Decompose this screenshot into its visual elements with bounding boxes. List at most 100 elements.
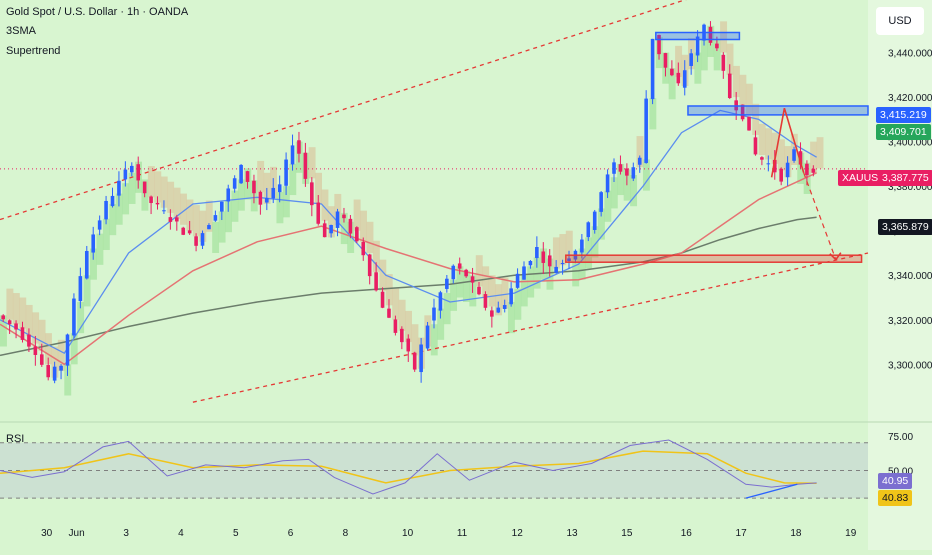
price-axis-tick: 3,400.000 xyxy=(888,138,932,149)
supertrend-down-band xyxy=(38,319,46,351)
candle-down xyxy=(374,272,378,291)
candle-up xyxy=(445,278,449,289)
candle-down xyxy=(380,291,385,308)
candle-up xyxy=(419,344,423,373)
supertrend-down-band xyxy=(636,136,644,168)
time-axis-tick: 17 xyxy=(736,528,748,539)
indicator-supertrend-label[interactable]: Supertrend xyxy=(6,45,61,57)
candle-down xyxy=(811,168,816,173)
candle-down xyxy=(805,163,809,176)
candle-down xyxy=(740,104,745,120)
supertrend-down-band xyxy=(732,65,740,98)
supertrend-up-band xyxy=(694,52,702,84)
supertrend-down-band xyxy=(559,234,567,266)
supertrend-down-band xyxy=(6,288,14,320)
candle-up xyxy=(682,70,687,88)
candle-up xyxy=(226,188,231,202)
time-axis-tick: 3 xyxy=(123,528,129,539)
currency-button[interactable]: USD xyxy=(876,7,924,35)
time-axis-tick: 4 xyxy=(178,528,184,539)
candle-down xyxy=(7,320,12,325)
candle-up xyxy=(560,263,565,265)
rsi-trend-arrow xyxy=(745,483,798,499)
supertrend-down-band xyxy=(398,299,406,331)
candle-down xyxy=(400,328,404,343)
candle-up xyxy=(284,159,288,186)
candle-down xyxy=(14,323,18,330)
time-axis-tick: 5 xyxy=(233,528,239,539)
candle-up xyxy=(535,246,539,259)
candle-up xyxy=(265,198,269,203)
candle-up xyxy=(200,233,205,246)
candle-down xyxy=(753,137,758,155)
indicator-sma-label[interactable]: 3SMA xyxy=(6,25,36,37)
candle-down xyxy=(136,164,141,181)
supertrend-down-band xyxy=(353,199,361,231)
candle-up xyxy=(335,211,340,228)
supertrend-down-band xyxy=(57,339,65,372)
candle-down xyxy=(393,319,398,333)
supertrend-down-band xyxy=(45,333,52,365)
candle-up xyxy=(592,211,597,230)
candle-up xyxy=(271,187,276,199)
supertrend-down-band xyxy=(147,166,155,198)
supertrend-up-band xyxy=(591,226,599,258)
supertrend-down-band xyxy=(154,171,162,203)
price-tag-sma-long: 3,365.879 xyxy=(878,219,932,235)
supertrend-up-band xyxy=(225,201,232,233)
candle-up xyxy=(239,164,243,184)
candle-up xyxy=(59,365,63,371)
support-zone xyxy=(565,254,863,263)
candle-down xyxy=(175,217,179,222)
supertrend-down-band xyxy=(810,141,818,173)
supertrend-up-band xyxy=(282,186,290,218)
symbol-tag: XAUUSD xyxy=(838,170,890,186)
supertrend-down-band xyxy=(777,139,785,171)
candle-up xyxy=(277,184,282,193)
supertrend-down-band xyxy=(739,74,747,106)
candle-up xyxy=(554,266,558,273)
candle-down xyxy=(715,43,719,49)
supertrend-up-band xyxy=(218,211,226,243)
supertrend-down-band xyxy=(411,324,419,356)
supertrend-down-band xyxy=(160,176,168,208)
supertrend-down-band xyxy=(12,293,20,325)
candle-down xyxy=(663,53,668,68)
supertrend-up-band xyxy=(109,203,117,236)
supertrend-down-band xyxy=(360,210,367,242)
supertrend-down-band xyxy=(488,275,496,307)
candle-down xyxy=(252,180,256,194)
candle-up xyxy=(72,298,76,336)
candle-up xyxy=(65,334,70,366)
candle-up xyxy=(515,273,520,288)
price-axis-background xyxy=(868,0,932,550)
candle-up xyxy=(129,165,134,173)
time-axis-tick: 10 xyxy=(402,528,414,539)
candle-down xyxy=(477,286,481,295)
supertrend-up-band xyxy=(514,288,522,320)
chart-title: Gold Spot / U.S. Dollar · 1h · OANDA xyxy=(6,6,189,18)
supertrend-up-band xyxy=(430,324,438,356)
candle-up xyxy=(567,258,571,262)
supertrend-down-band xyxy=(745,83,753,115)
candle-down xyxy=(361,241,366,256)
supertrend-down-band xyxy=(501,277,509,309)
candle-down xyxy=(727,73,732,99)
supertrend-down-band xyxy=(720,21,728,53)
candle-up xyxy=(123,169,128,180)
candle-up xyxy=(78,276,83,302)
supertrend-up-band xyxy=(231,190,239,222)
supertrend-up-band xyxy=(90,248,97,280)
candle-down xyxy=(155,202,160,205)
candle-down xyxy=(721,54,726,71)
candle-down xyxy=(747,116,751,131)
candle-down xyxy=(625,168,629,176)
candle-down xyxy=(464,269,468,277)
rsi-ma-line xyxy=(0,450,817,484)
time-axis-tick: 11 xyxy=(457,528,468,539)
supertrend-up-band xyxy=(437,308,445,340)
candle-up xyxy=(644,98,648,163)
time-axis-tick: 16 xyxy=(681,528,693,539)
